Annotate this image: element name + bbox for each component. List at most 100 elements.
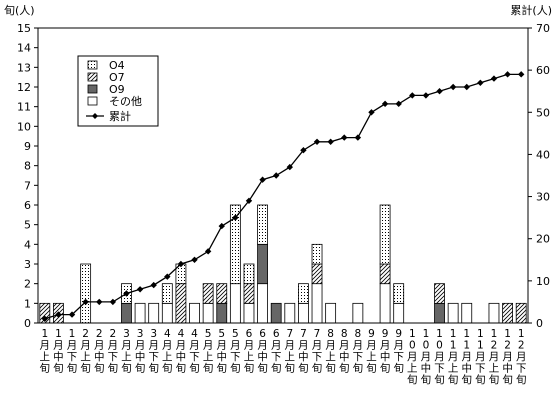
cumulative-marker [341,134,348,141]
x-category-label-char: 2 [504,340,511,352]
x-category-label-char: 4 [164,328,171,340]
y-tick-label-left: 14 [17,42,31,55]
x-category-label-char: 月 [448,351,459,363]
x-category-label-char: 下 [516,363,527,375]
legend-label-o7: O7 [109,71,125,84]
x-category-label-char: 6 [259,328,266,340]
bar-segment [379,283,391,324]
bar-segment [311,243,323,265]
bar-segment [161,283,173,304]
x-category-label-char: 8 [327,328,334,340]
y-tick-label-right: 10 [536,275,550,288]
x-category-label-char: 9 [382,328,389,340]
x-category-label-char: 上 [40,351,51,363]
x-category-label-char: 月 [325,340,336,352]
x-category-label-char: 1 [504,328,511,340]
y-tick-label-right: 50 [536,106,550,119]
bar-segment [161,302,173,324]
y-tick-label-left: 8 [24,160,31,173]
x-category-label-char: 1 [69,328,76,340]
legend-marker-cumulative [92,113,98,119]
bar-segment [447,302,459,324]
x-category-label-char: 旬 [53,362,64,375]
bar-segment [134,302,146,324]
x-category-label-char: 1 [477,340,484,352]
x-category-label-char: 旬 [475,373,486,386]
x-category-label-char: 9 [368,328,375,340]
x-category-label-char: 下 [393,351,404,363]
bar-segment [434,302,445,324]
bar-segment [257,204,268,245]
x-category-label-char: 上 [366,351,377,363]
bar-segment [311,283,323,324]
x-category-label-char: 中 [380,350,391,363]
bar-segment [80,263,92,324]
x-category-label-char: 月 [176,340,187,352]
cumulative-marker [422,92,430,99]
legend-label-o4: O4 [109,59,125,72]
x-category-label-char: 旬 [434,373,445,386]
bar-segment [515,302,527,324]
x-category-label-char: 8 [341,328,348,340]
bar-segment [325,302,337,324]
cumulative-marker [136,286,144,293]
x-category-label-char: 中 [421,362,432,375]
bar-segment [121,302,132,324]
x-category-label-char: 2 [110,328,117,340]
legend-label-o9: O9 [109,83,125,96]
cumulative-marker [232,214,239,221]
x-category-label-char: 月 [407,351,418,363]
y-tick-label-right: 20 [536,233,550,246]
cumulative-marker [204,248,212,255]
y-tick-label-left: 7 [24,179,31,192]
x-category-label-char: 下 [108,351,119,363]
bar-segment [393,283,405,304]
x-category-label-char: 旬 [148,362,159,375]
bar-segment [379,263,391,285]
x-category-label-char: 3 [150,328,157,340]
y-tick-label-left: 2 [24,278,31,291]
cumulative-marker [109,298,117,306]
x-category-label-char: 月 [148,340,159,352]
bar-segment [216,283,228,304]
cumulative-marker [368,109,375,116]
y-tick-label-left: 10 [17,120,31,133]
cumulative-marker [409,92,416,99]
legend-label-other: その他 [109,95,142,108]
cumulative-marker [286,163,294,171]
bar-segment [298,283,309,304]
x-category-label-char: 月 [244,340,255,352]
cumulative-marker [463,83,470,91]
x-category-label-char: 5 [205,328,212,340]
x-category-label-char: 月 [380,340,391,352]
cumulative-marker [449,83,457,91]
x-category-label-char: 月 [366,340,377,352]
x-category-label-char: 下 [230,351,241,363]
cumulative-marker [164,273,171,280]
x-category-label-char: 1 [518,328,525,340]
x-category-label-char: 旬 [393,362,404,375]
cumulative-marker [41,315,49,322]
x-category-label-char: 上 [325,351,336,363]
bar-segment [257,243,268,285]
x-category-label-char: 5 [218,328,225,340]
x-category-label-char: 1 [450,328,457,340]
x-category-label-char: 中 [53,350,64,363]
y-ticks-right: 0 10 20 30 40 50 60 70 [528,22,550,330]
x-category-label-char: 月 [162,340,173,352]
cumulative-marker [218,222,225,230]
x-category-label-char: 下 [312,351,323,363]
x-category-label-char: 1 [41,328,48,340]
y-tick-label-left: 3 [24,258,31,271]
x-category-label-char: 旬 [162,362,173,375]
x-category-label-char: 旬 [380,362,391,375]
x-category-label-char: 0 [423,340,430,352]
cumulative-marker [245,197,253,204]
x-category-label-char: 中 [217,350,228,363]
bars-layer [39,204,527,324]
cumulative-marker [96,298,103,306]
cumulative-marker [381,100,389,108]
x-category-label-char: 旬 [244,362,255,375]
x-category-label-char: 月 [230,340,241,352]
